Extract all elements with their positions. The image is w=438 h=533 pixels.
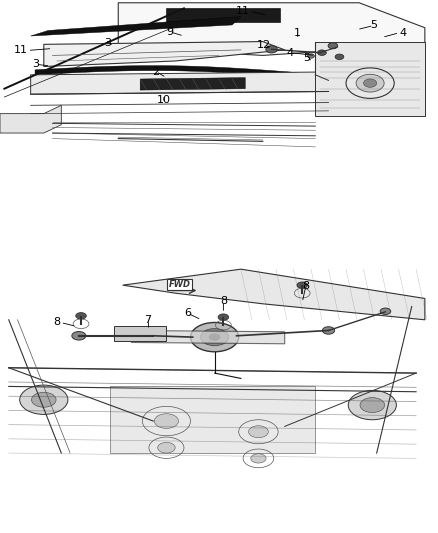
Polygon shape [31, 72, 328, 94]
Circle shape [322, 327, 335, 334]
Polygon shape [44, 42, 285, 67]
Circle shape [191, 322, 239, 352]
Text: 12: 12 [257, 40, 271, 50]
Text: 2: 2 [152, 67, 159, 77]
Polygon shape [140, 78, 245, 90]
Circle shape [380, 308, 391, 314]
Circle shape [360, 398, 385, 413]
Circle shape [76, 312, 86, 319]
Text: 3: 3 [104, 38, 111, 48]
Circle shape [318, 50, 326, 55]
Circle shape [248, 426, 268, 438]
Circle shape [251, 454, 266, 463]
Circle shape [356, 74, 384, 92]
Text: 9: 9 [166, 27, 173, 37]
Circle shape [266, 46, 277, 53]
Text: 5: 5 [370, 20, 377, 30]
Text: FWD: FWD [169, 280, 191, 289]
Circle shape [218, 314, 229, 320]
Circle shape [328, 43, 338, 49]
Polygon shape [118, 3, 425, 55]
Circle shape [328, 43, 337, 49]
Text: 5: 5 [303, 53, 310, 63]
Circle shape [364, 79, 377, 87]
Polygon shape [315, 42, 425, 116]
Text: 4: 4 [399, 28, 406, 38]
Circle shape [297, 282, 307, 288]
Circle shape [147, 332, 159, 340]
Circle shape [209, 334, 220, 341]
Circle shape [72, 332, 86, 340]
Text: 7: 7 [145, 315, 152, 325]
Polygon shape [0, 106, 61, 133]
Text: 11: 11 [236, 6, 250, 16]
Circle shape [20, 385, 68, 415]
Circle shape [335, 54, 344, 60]
Circle shape [201, 328, 229, 345]
Circle shape [348, 390, 396, 420]
Circle shape [158, 442, 175, 453]
Circle shape [307, 54, 314, 58]
Text: 8: 8 [53, 318, 60, 327]
Text: 11: 11 [14, 45, 28, 55]
Text: 10: 10 [157, 95, 171, 106]
Polygon shape [114, 326, 166, 341]
Text: 4: 4 [286, 47, 293, 58]
Polygon shape [123, 269, 425, 320]
Text: 8: 8 [220, 296, 227, 306]
Text: 6: 6 [184, 308, 191, 318]
Polygon shape [35, 66, 298, 78]
Polygon shape [131, 330, 285, 344]
Polygon shape [31, 17, 241, 36]
Circle shape [32, 392, 56, 407]
Text: 1: 1 [293, 28, 300, 38]
Polygon shape [166, 9, 280, 22]
Circle shape [154, 414, 178, 429]
Text: 8: 8 [302, 281, 309, 292]
Text: 3: 3 [32, 59, 39, 69]
Polygon shape [110, 386, 315, 453]
